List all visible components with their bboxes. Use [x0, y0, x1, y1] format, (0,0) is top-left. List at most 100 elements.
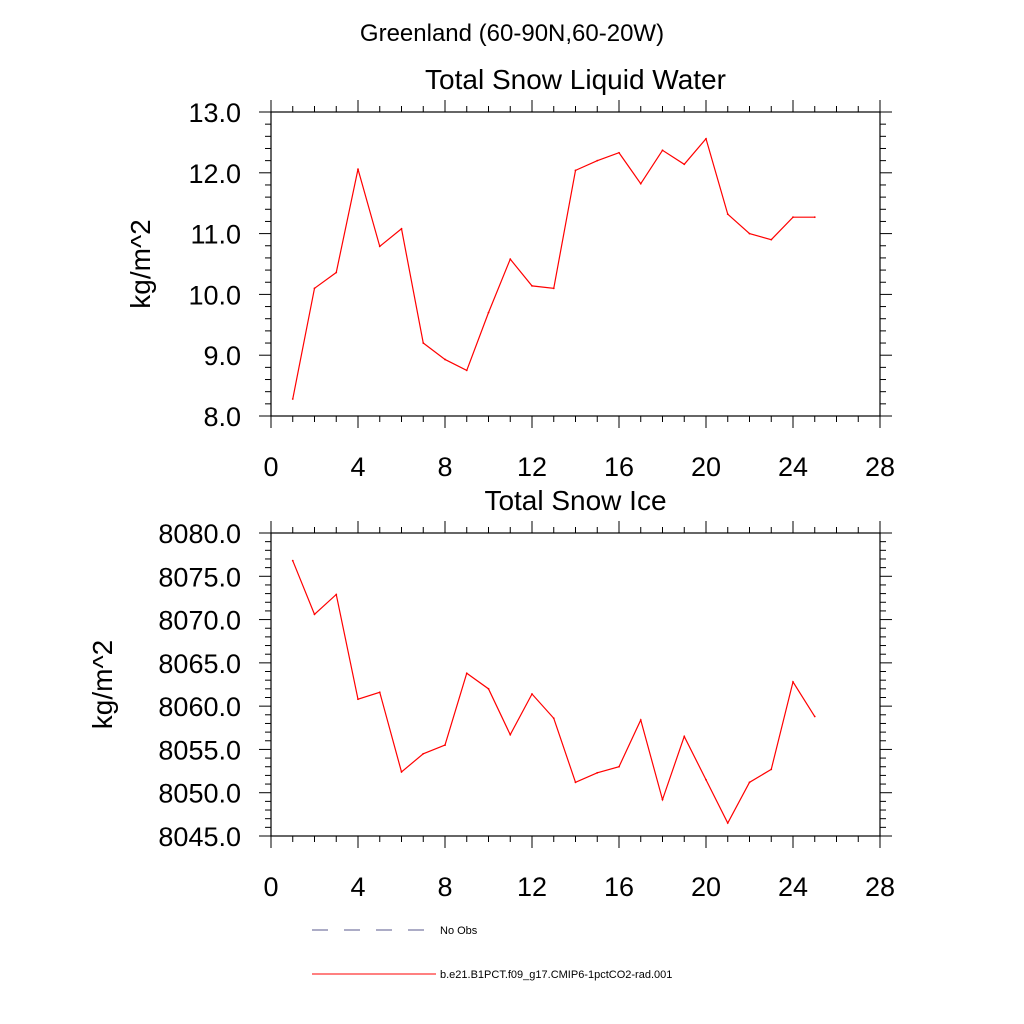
data-point — [748, 781, 751, 784]
data-point — [574, 781, 577, 784]
x-tick-label: 8 — [437, 452, 452, 482]
data-point — [531, 693, 533, 695]
data-point — [552, 287, 555, 290]
data-point — [748, 232, 751, 235]
y-tick-label: 10.0 — [188, 280, 241, 310]
y-tick-label: 9.0 — [203, 341, 241, 371]
y-tick-label: 8075.0 — [158, 562, 241, 592]
data-point — [813, 216, 816, 219]
data-point — [813, 715, 816, 718]
x-tick-label: 24 — [778, 452, 808, 482]
series-points — [291, 559, 816, 824]
x-tick-label: 4 — [350, 452, 365, 482]
y-tick-label: 8065.0 — [158, 649, 241, 679]
y-tick-label: 8.0 — [203, 402, 241, 432]
y-axis-label: kg/m^2 — [125, 219, 156, 308]
y-tick-label: 8050.0 — [158, 779, 241, 809]
data-point — [313, 613, 316, 616]
data-point — [400, 771, 403, 773]
data-point — [596, 771, 599, 774]
legend-entry: b.e21.B1PCT.f09_g17.CMIP6-1pctCO2-rad.00… — [312, 969, 672, 981]
x-tick-label: 20 — [691, 872, 721, 902]
y-tick-label: 8060.0 — [158, 692, 241, 722]
x-tick-label: 16 — [604, 872, 634, 902]
data-point — [422, 342, 425, 344]
data-point — [792, 681, 794, 683]
data-point — [422, 752, 425, 755]
legend-label: b.e21.B1PCT.f09_g17.CMIP6-1pctCO2-rad.00… — [440, 969, 672, 981]
legend: No Obs b.e21.B1PCT.f09_g17.CMIP6-1pctCO2-… — [312, 925, 672, 981]
y-tick-label: 13.0 — [188, 98, 241, 128]
data-point — [596, 159, 599, 162]
chart-title: Total Snow Ice — [484, 485, 666, 516]
data-point — [487, 311, 490, 314]
data-point — [531, 284, 533, 287]
y-tick-label: 11.0 — [190, 220, 241, 250]
data-point — [444, 358, 446, 361]
tick-marks — [259, 521, 892, 848]
data-point — [726, 213, 729, 216]
x-tick-label: 28 — [865, 452, 895, 482]
data-point — [661, 149, 664, 152]
data-point — [487, 687, 490, 690]
data-point — [291, 559, 294, 562]
data-point — [357, 698, 359, 701]
data-point — [661, 798, 664, 801]
x-tick-label: 16 — [604, 452, 634, 482]
series-line — [292, 137, 815, 400]
x-tick-label: 20 — [691, 452, 721, 482]
data-point — [335, 271, 338, 274]
data-point — [726, 822, 729, 824]
data-point — [574, 169, 577, 172]
legend-label: No Obs — [440, 925, 478, 937]
x-tick-label: 8 — [437, 872, 452, 902]
chart-panel-2: Total Snow Ice 0 4 8 12 16 20 24 28 8045.0 8050.0 8… — [87, 485, 895, 902]
figure-suptitle: Greenland (60-90N,60-20W) — [360, 20, 664, 47]
data-point — [683, 163, 686, 166]
data-point — [291, 398, 294, 400]
data-point — [639, 719, 642, 721]
series-line — [292, 560, 816, 825]
data-point — [400, 227, 403, 230]
data-point — [639, 182, 642, 185]
y-axis-label: kg/m^2 — [87, 640, 118, 729]
x-tick-label: 12 — [517, 452, 547, 482]
x-tick-label: 0 — [263, 872, 278, 902]
data-point — [618, 765, 620, 768]
x-tick-label: 28 — [865, 872, 895, 902]
data-point — [465, 369, 468, 372]
data-point — [444, 744, 446, 746]
data-point — [378, 245, 381, 248]
data-point — [792, 216, 794, 219]
x-tick-label: 24 — [778, 872, 808, 902]
x-tick-label: 4 — [350, 872, 365, 902]
data-point — [313, 287, 316, 290]
data-point — [378, 691, 381, 694]
data-point — [552, 717, 555, 720]
y-tick-label: 8045.0 — [158, 822, 241, 852]
tick-marks — [259, 100, 892, 428]
data-point — [618, 151, 620, 154]
y-tick-label: 12.0 — [188, 159, 241, 189]
data-point — [465, 672, 468, 675]
x-tick-label: 0 — [263, 452, 278, 482]
plot-frame — [270, 532, 881, 837]
data-point — [770, 238, 773, 241]
chart-title: Total Snow Liquid Water — [425, 64, 726, 95]
data-point — [683, 735, 686, 738]
x-tick-label: 12 — [517, 872, 547, 902]
series-points — [291, 137, 816, 400]
chart-panel-1: Total Snow Liquid Water 0 4 8 12 16 20 24 28 8.0 9… — [125, 64, 895, 482]
data-point — [335, 593, 338, 596]
data-point — [509, 258, 512, 261]
data-point — [705, 778, 707, 781]
y-tick-label: 8055.0 — [158, 735, 241, 765]
plot-frame — [270, 111, 881, 417]
y-tick-label: 8070.0 — [158, 606, 241, 636]
data-point — [770, 768, 773, 771]
legend-entry: No Obs — [312, 925, 478, 937]
data-point — [509, 733, 512, 736]
data-point — [357, 168, 359, 171]
data-point — [705, 137, 707, 140]
